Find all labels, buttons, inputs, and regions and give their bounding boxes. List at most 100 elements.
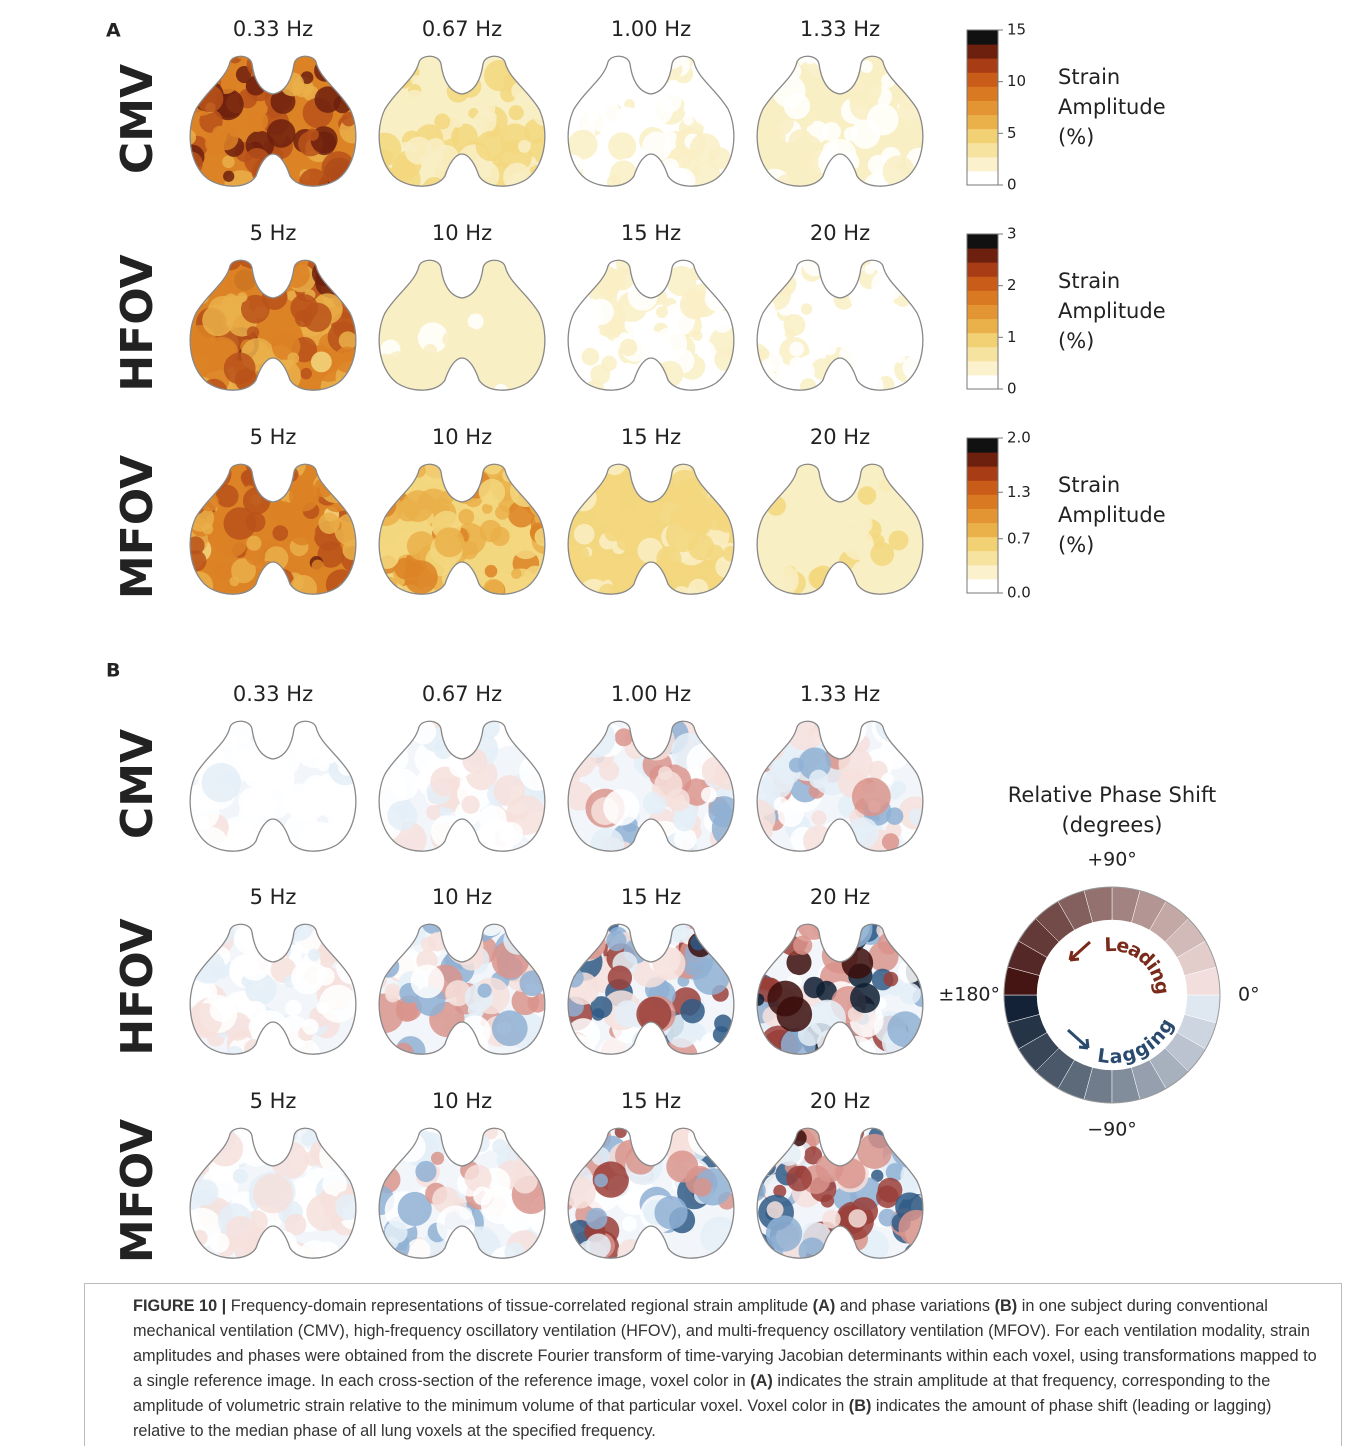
lung-map [367, 39, 556, 200]
voxel-blob [512, 61, 528, 77]
voxel-blob [843, 514, 869, 540]
voxel-blob [318, 786, 343, 811]
voxel-blob [336, 951, 369, 984]
voxel-blob [338, 475, 368, 505]
voxel-blob [504, 361, 517, 374]
voxel-blob [708, 473, 722, 487]
voxel-blob [608, 132, 636, 160]
voxel-blob [909, 918, 939, 948]
frequency-label: 15 Hz [621, 885, 681, 909]
voxel-blob [377, 955, 399, 977]
voxel-blob [397, 921, 410, 934]
lung-map [358, 1113, 562, 1277]
voxel-blob [883, 972, 898, 987]
lung-map [555, 42, 748, 196]
voxel-blob [910, 379, 929, 398]
voxel-blob [560, 460, 594, 494]
voxel-blob [574, 524, 595, 545]
voxel-blob [822, 59, 832, 69]
voxel-blob [322, 54, 352, 84]
voxel-blob [779, 575, 795, 591]
voxel-blob [844, 127, 858, 141]
voxel-blob [280, 72, 304, 96]
voxel-blob [185, 571, 214, 600]
colorbar-title: Amplitude [1058, 95, 1166, 119]
colorbar-step [967, 234, 998, 249]
voxel-blob [382, 251, 402, 271]
voxel-blob [341, 918, 365, 942]
voxel-blob [833, 63, 857, 87]
voxel-blob [909, 246, 938, 275]
voxel-blob [436, 1205, 475, 1244]
voxel-blob [334, 52, 347, 65]
voxel-blob [396, 1132, 426, 1162]
voxel-blob [393, 312, 421, 340]
voxel-blob [800, 378, 817, 395]
voxel-blob [886, 807, 903, 824]
voxel-blob [801, 303, 812, 314]
voxel-blob [789, 342, 804, 357]
voxel-blob [261, 829, 277, 845]
voxel-blob [392, 782, 407, 797]
colorbar-title: Strain [1058, 65, 1120, 89]
voxel-blob [911, 583, 935, 607]
frequency-label: 20 Hz [810, 221, 870, 245]
lung-map [176, 1108, 366, 1278]
voxel-blob [213, 562, 231, 580]
voxel-blob [746, 930, 778, 962]
voxel-blob [485, 565, 498, 578]
voxel-blob [533, 1117, 556, 1140]
voxel-blob [909, 808, 926, 825]
voxel-blob [668, 250, 685, 267]
panel-label: A [106, 20, 121, 42]
voxel-blob [234, 924, 264, 954]
colorbar-step [967, 494, 998, 509]
voxel-blob [396, 723, 415, 742]
colorbar-tick-label: 10 [1007, 72, 1026, 90]
voxel-blob [786, 1166, 812, 1192]
voxel-blob [186, 739, 204, 757]
voxel-blob [319, 1138, 356, 1175]
voxel-blob [213, 922, 235, 944]
voxel-blob [858, 330, 869, 341]
voxel-blob [651, 62, 662, 73]
voxel-blob [590, 828, 624, 862]
lung-map [555, 245, 746, 400]
voxel-blob [693, 958, 730, 995]
voxel-blob [396, 271, 410, 285]
voxel-blob [387, 801, 417, 831]
voxel-blob [663, 49, 683, 69]
voxel-blob [606, 931, 626, 951]
voxel-blob [777, 996, 813, 1032]
voxel-blob [904, 384, 922, 402]
voxel-blob [719, 919, 737, 937]
voxel-blob [283, 1128, 298, 1143]
voxel-blob [706, 489, 740, 523]
voxel-blob [673, 809, 696, 832]
voxel-blob [268, 922, 287, 941]
voxel-blob [767, 1201, 784, 1218]
voxel-blob [239, 1132, 274, 1167]
voxel-blob [428, 932, 447, 951]
row-label: CMV [112, 729, 163, 839]
voxel-blob [636, 1241, 652, 1257]
voxel-blob [503, 163, 531, 191]
voxel-blob [821, 1194, 834, 1207]
voxel-blob [320, 250, 345, 275]
voxel-blob [367, 943, 393, 969]
voxel-blob [871, 269, 903, 301]
voxel-blob [563, 741, 583, 761]
voxel-blob [246, 110, 268, 132]
voxel-blob [667, 788, 690, 811]
voxel-blob [755, 467, 771, 483]
voxel-blob [576, 1138, 592, 1154]
voxel-blob [411, 964, 445, 998]
voxel-blob [865, 264, 875, 274]
phase-label-bottom: −90° [1087, 1119, 1137, 1141]
voxel-blob [831, 1116, 858, 1143]
voxel-blob [339, 452, 363, 476]
voxel-blob [588, 99, 622, 133]
colorbar-step [967, 262, 998, 277]
voxel-blob [834, 909, 873, 948]
voxel-blob [227, 47, 243, 63]
